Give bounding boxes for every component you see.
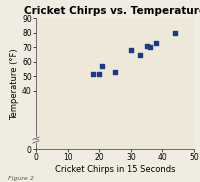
Point: [98, 72, 101, 75]
Y-axis label: Temperature (°F): Temperature (°F): [10, 48, 19, 120]
Title: Cricket Chirps vs. Temperature: Cricket Chirps vs. Temperature: [24, 6, 200, 16]
Point: [101, 65, 104, 68]
Point: [91, 72, 94, 75]
Point: [154, 41, 158, 44]
X-axis label: Cricket Chirps in 15 Seconds: Cricket Chirps in 15 Seconds: [55, 165, 175, 174]
Point: [113, 71, 117, 74]
Point: [145, 44, 148, 47]
Text: Figure 2: Figure 2: [8, 176, 34, 181]
Point: [139, 53, 142, 56]
Point: [129, 49, 132, 52]
Point: [173, 31, 177, 34]
Point: [148, 46, 151, 49]
